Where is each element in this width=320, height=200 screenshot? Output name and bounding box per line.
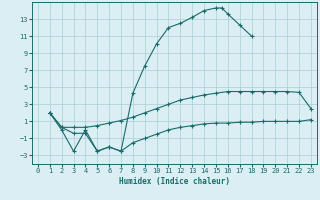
X-axis label: Humidex (Indice chaleur): Humidex (Indice chaleur) — [119, 177, 230, 186]
